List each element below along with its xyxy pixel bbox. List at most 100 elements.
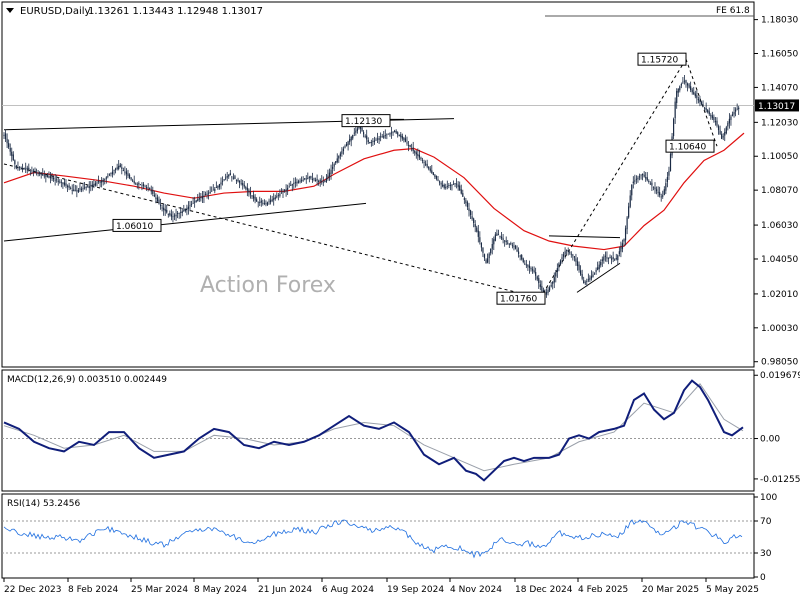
candle (29, 169, 31, 171)
candle (490, 248, 492, 254)
chart-dropdown-icon[interactable] (6, 8, 14, 13)
candle (487, 258, 489, 263)
candle (494, 234, 496, 241)
candle (49, 176, 52, 179)
candle (437, 179, 439, 181)
candle (547, 289, 549, 293)
candle (249, 191, 252, 195)
candle (659, 192, 661, 196)
candle (369, 142, 371, 143)
candle (85, 187, 87, 189)
candle (485, 259, 487, 264)
candle (125, 171, 128, 175)
candle (136, 183, 138, 185)
candle (54, 179, 56, 181)
candle (533, 270, 535, 273)
candle (57, 180, 59, 182)
rsi-panel (1, 493, 755, 579)
candle (113, 170, 115, 171)
candle (722, 136, 724, 138)
candle (350, 136, 352, 141)
candle (648, 180, 650, 182)
macd-title: MACD(12,26,9) 0.003510 0.002449 (7, 375, 167, 385)
candle (40, 173, 42, 175)
candle (651, 182, 653, 186)
candle (483, 254, 486, 259)
candle (457, 184, 459, 188)
candle (411, 148, 413, 150)
candle (462, 193, 464, 197)
candle (332, 166, 334, 169)
price-annotation-label: 1.10640 (669, 143, 706, 153)
candle (3, 134, 5, 136)
candle (325, 178, 327, 182)
candle (389, 133, 391, 135)
candle (549, 287, 551, 291)
candle (70, 188, 72, 190)
candle (564, 251, 566, 255)
candle (669, 153, 672, 172)
candle (51, 177, 53, 179)
candle (169, 212, 171, 216)
candle (708, 111, 710, 115)
candle (480, 242, 482, 248)
candle (218, 184, 221, 188)
candle (555, 272, 557, 277)
candle (311, 178, 314, 181)
candle (390, 132, 393, 134)
candle (252, 195, 255, 199)
candle (80, 188, 83, 191)
candle (313, 178, 315, 180)
candle (431, 170, 433, 173)
candle (259, 202, 261, 203)
candle (277, 195, 279, 197)
candle (214, 188, 216, 192)
candle (626, 217, 628, 230)
price-annotation-box (665, 139, 715, 153)
candle (704, 107, 706, 109)
candle (697, 98, 699, 101)
macd-line (3, 379, 744, 482)
candle (90, 185, 92, 187)
candle (133, 181, 135, 183)
candle (321, 181, 323, 183)
candle (283, 189, 286, 191)
candle (107, 175, 109, 177)
candle (166, 209, 168, 213)
candle (141, 185, 143, 187)
candle (79, 188, 81, 190)
candle (104, 178, 106, 180)
candle (646, 177, 648, 181)
rsi-axis-label: 100 (760, 493, 777, 503)
candle (347, 141, 349, 146)
rsi-axis-label: 30 (760, 549, 772, 559)
candle (561, 257, 563, 259)
candle (508, 243, 510, 245)
x-axis-label: 18 Dec 2024 (515, 585, 573, 595)
candle (504, 240, 506, 242)
candle (195, 200, 197, 203)
candle (186, 207, 188, 210)
candle (53, 177, 55, 180)
candle (299, 180, 301, 182)
candle (693, 92, 695, 95)
candle (280, 192, 283, 194)
candle (336, 158, 338, 163)
chart-symbol-label: EURUSD,Daily (20, 6, 91, 17)
candle (99, 181, 101, 183)
candle (463, 198, 465, 200)
candle (624, 228, 627, 241)
candle (426, 163, 428, 167)
candle (342, 148, 345, 152)
candle (358, 126, 360, 129)
candle (474, 224, 476, 227)
price-axis-label: 1.04050 (761, 255, 798, 265)
candle (208, 192, 210, 194)
candle (614, 259, 616, 261)
candle (130, 177, 132, 180)
candle (668, 170, 670, 176)
candle (728, 118, 730, 124)
candle (239, 180, 241, 183)
watermark: Action Forex (200, 273, 336, 298)
price-axis-label: 1.18030 (761, 16, 798, 26)
